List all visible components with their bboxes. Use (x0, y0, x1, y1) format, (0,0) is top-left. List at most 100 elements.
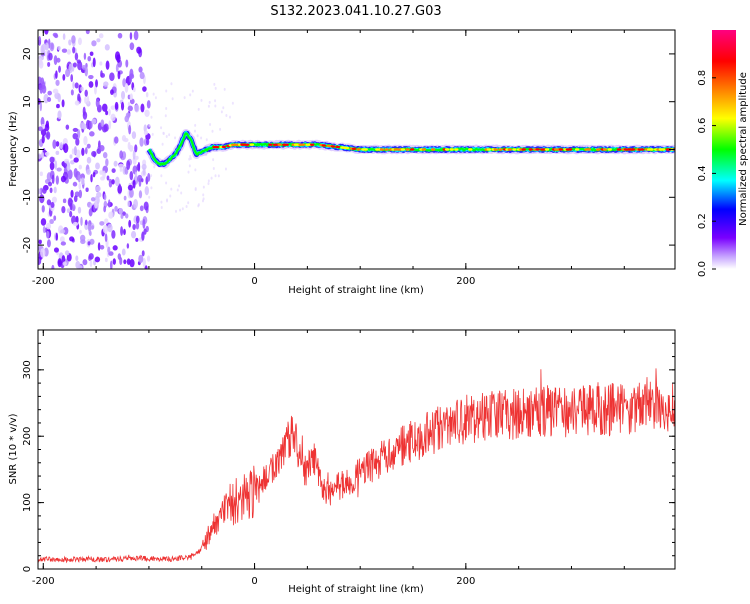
noise-blob (123, 137, 129, 143)
noise-blob (104, 233, 108, 242)
noise-blob (88, 208, 93, 217)
noise-blob (225, 113, 228, 117)
signal-peak-segment (486, 148, 492, 151)
noise-blob (142, 86, 147, 92)
noise-blob (65, 124, 70, 130)
noise-blob (38, 239, 42, 245)
signal-peak-segment (535, 148, 540, 151)
noise-blob (220, 110, 223, 114)
noise-blob (200, 136, 203, 140)
noise-blob (194, 123, 197, 127)
noise-blob (53, 55, 58, 66)
spectrogram-x-tick-label: 0 (251, 276, 257, 287)
noise-blob (202, 197, 205, 201)
noise-blob (89, 120, 93, 129)
noise-blob (183, 96, 186, 100)
noise-blob (105, 110, 109, 116)
noise-blob (98, 33, 104, 39)
noise-blob (57, 93, 61, 103)
noise-blob (127, 141, 131, 150)
noise-blob (212, 167, 215, 171)
noise-blob (229, 115, 232, 119)
noise-blob (38, 153, 42, 159)
noise-blob (104, 218, 109, 224)
noise-blob (43, 93, 49, 104)
noise-blob (121, 248, 126, 256)
noise-blob (126, 160, 131, 170)
noise-blob (60, 175, 66, 183)
noise-blob (211, 129, 214, 133)
noise-blob (162, 131, 165, 135)
noise-blob (99, 144, 105, 152)
noise-blob (78, 189, 83, 199)
noise-blob (73, 195, 78, 203)
noise-blob (69, 154, 73, 159)
noise-blob (55, 141, 60, 147)
noise-blob (92, 57, 96, 68)
snr-y-axis-label: SNR (10 * v/v) (8, 413, 19, 484)
noise-blob (135, 215, 140, 224)
noise-blob (120, 213, 124, 219)
noise-blob (51, 174, 55, 185)
noise-blob (178, 184, 181, 188)
noise-blob (86, 95, 90, 105)
noise-blob (60, 229, 66, 234)
spectrogram-y-tick-label: -10 (22, 189, 33, 205)
noise-blob (42, 186, 47, 194)
noise-blob (114, 136, 119, 144)
noise-blob (75, 260, 81, 269)
noise-blob (86, 168, 91, 175)
noise-blob (130, 230, 137, 239)
noise-blob (71, 148, 75, 155)
noise-blob (129, 32, 133, 40)
chart-title: S132.2023.041.10.27.G03 (270, 4, 441, 19)
noise-blob (49, 161, 55, 171)
noise-blob (101, 103, 108, 112)
snr-y-tick-label: 200 (22, 427, 33, 446)
noise-blob (61, 99, 65, 108)
noise-blob (128, 124, 132, 135)
signal-peak-segment (512, 148, 517, 151)
noise-blob (68, 39, 72, 46)
noise-blob (189, 93, 192, 97)
noise-blob (55, 175, 59, 185)
noise-blob (97, 242, 101, 251)
noise-blob (86, 156, 92, 164)
noise-blob (51, 196, 57, 203)
noise-blob (84, 89, 88, 97)
noise-blob (165, 107, 168, 111)
noise-blob (56, 167, 62, 172)
noise-blob (125, 59, 129, 68)
noise-blob (111, 168, 116, 173)
noise-blob (73, 167, 78, 178)
noise-blob (111, 179, 115, 185)
noise-blob (66, 208, 71, 214)
noise-blob (102, 225, 109, 234)
snr-y-tick-label: 100 (22, 493, 33, 512)
noise-blob (107, 223, 113, 233)
noise-blob (72, 127, 79, 132)
spectrogram-noise-region (38, 30, 234, 269)
noise-blob (194, 168, 197, 172)
noise-blob (108, 211, 114, 219)
noise-blob (127, 105, 133, 112)
noise-blob (224, 167, 227, 171)
colorbar-tick-label: 0.0 (697, 261, 708, 277)
noise-blob (153, 165, 156, 169)
snr-x-tick-label: 200 (456, 576, 475, 587)
noise-blob (187, 170, 190, 174)
signal-peak-segment (330, 145, 336, 148)
noise-blob (55, 232, 59, 241)
noise-blob (41, 135, 45, 144)
noise-blob (83, 135, 88, 146)
noise-blob (48, 52, 53, 61)
noise-blob (103, 193, 107, 201)
noise-blob (70, 189, 74, 198)
noise-blob (65, 68, 71, 78)
noise-blob (71, 35, 76, 44)
spectrogram-signal-trace (145, 129, 675, 169)
noise-blob (181, 207, 184, 211)
noise-blob (205, 138, 208, 142)
noise-blob (124, 213, 129, 219)
noise-blob (77, 93, 81, 103)
